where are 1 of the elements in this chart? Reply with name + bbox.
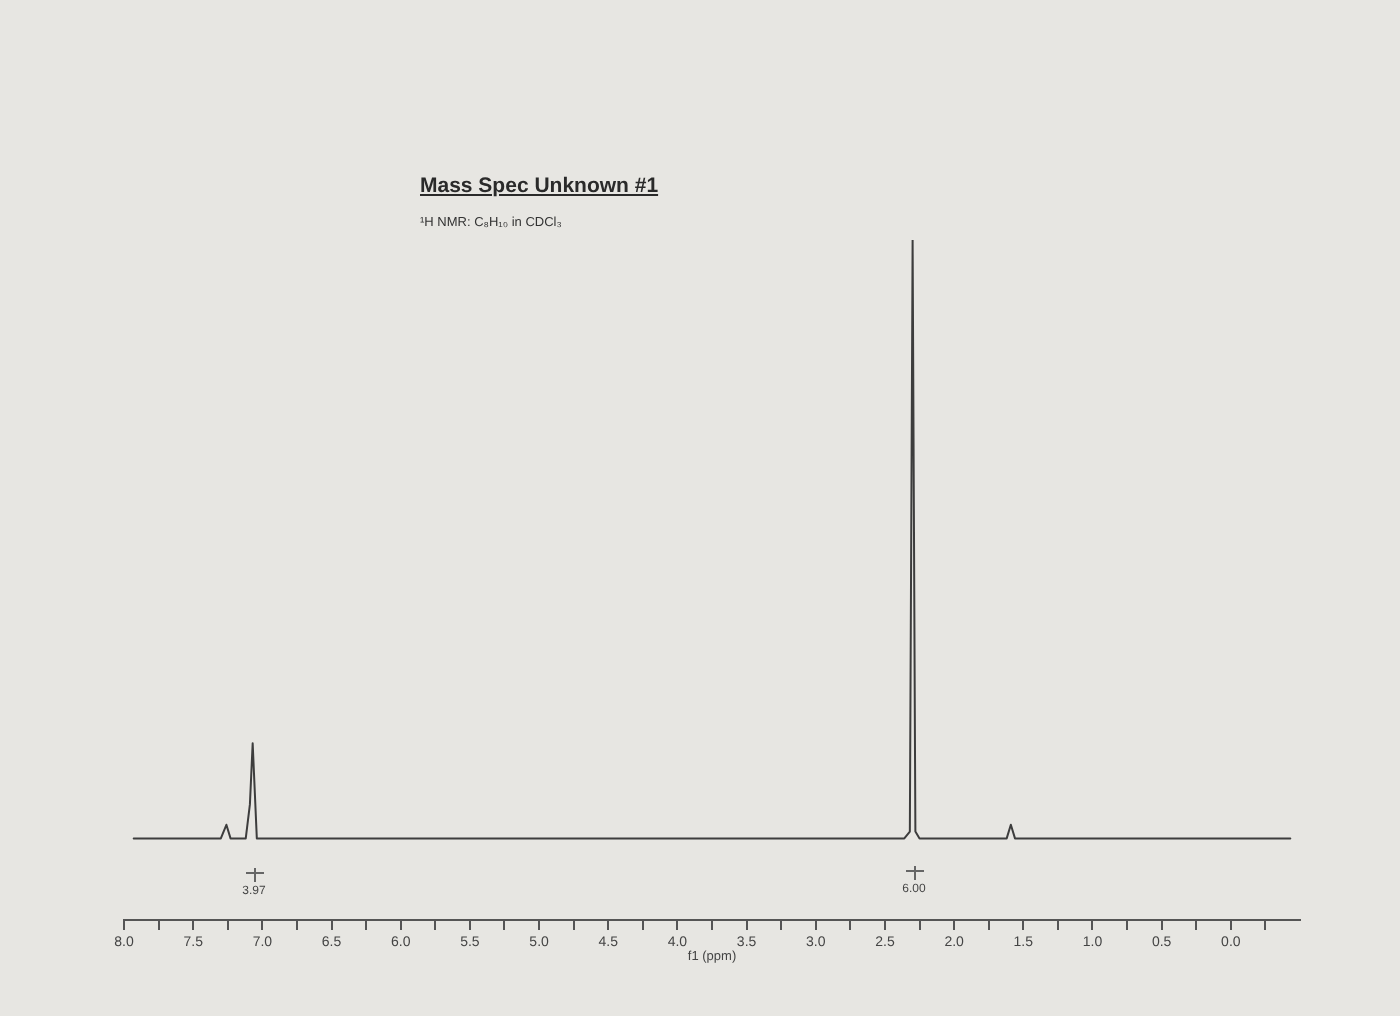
chart-title: Mass Spec Unknown #1 (420, 174, 659, 198)
